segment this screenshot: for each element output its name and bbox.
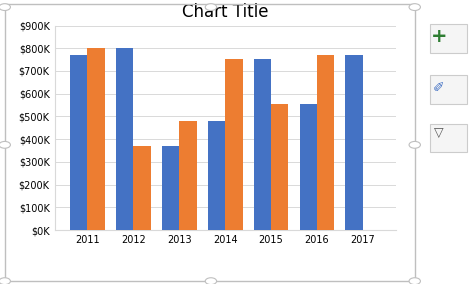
Bar bbox=[70, 55, 88, 230]
Bar bbox=[254, 59, 271, 230]
Bar bbox=[225, 59, 243, 230]
Bar bbox=[162, 146, 179, 230]
Text: ▽: ▽ bbox=[434, 126, 444, 139]
Text: +: + bbox=[431, 28, 447, 46]
Bar bbox=[317, 55, 334, 230]
Title: Chart Title: Chart Title bbox=[182, 3, 268, 21]
Bar bbox=[179, 121, 197, 230]
Bar bbox=[88, 48, 105, 230]
Bar bbox=[116, 48, 133, 230]
Bar bbox=[271, 104, 289, 230]
Bar bbox=[133, 146, 151, 230]
Legend: Revenue $K, Invisible Bar: Revenue $K, Invisible Bar bbox=[137, 280, 313, 284]
Bar bbox=[208, 121, 225, 230]
Text: ✐: ✐ bbox=[433, 80, 445, 94]
Bar bbox=[300, 104, 317, 230]
Bar bbox=[346, 55, 363, 230]
